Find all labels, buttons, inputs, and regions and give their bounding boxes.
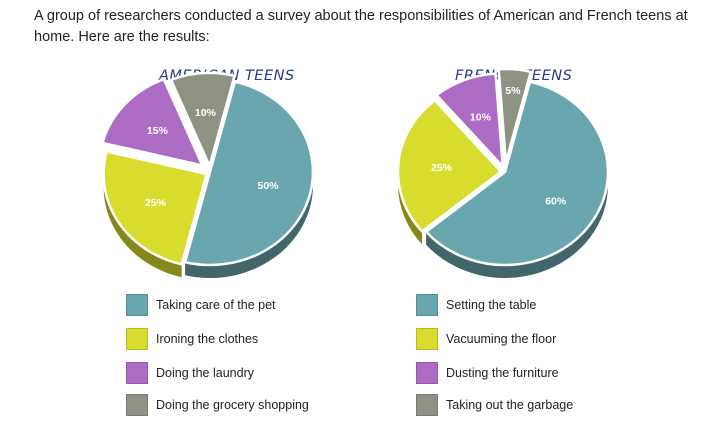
french-teens-slice — [396, 99, 503, 233]
american-teens-slice — [169, 71, 236, 168]
french-teens-value-label: 5% — [505, 85, 521, 97]
legend-label: Doing the laundry — [156, 366, 254, 380]
legend-label: Doing the grocery shopping — [156, 398, 309, 412]
legend-swatch — [416, 294, 438, 316]
legend-label: Taking care of the pet — [156, 298, 276, 312]
legend-item: Ironing the clothes — [126, 328, 258, 350]
american-teens-value-label: 25% — [145, 197, 167, 209]
american-teens-slice-side — [103, 174, 182, 278]
legend-item: Doing the grocery shopping — [126, 394, 309, 416]
legend-item: Taking out the garbage — [416, 394, 573, 416]
legend-label: Dusting the furniture — [446, 366, 559, 380]
legend-swatch — [126, 328, 148, 350]
legend-swatch — [126, 362, 148, 384]
french-teens-value-label: 25% — [431, 162, 453, 174]
legend-swatch — [416, 328, 438, 350]
legend-label: Vacuuming the floor — [446, 332, 557, 346]
american-teens-value-label: 10% — [195, 107, 217, 119]
intro-text: A group of researchers conducted a surve… — [34, 8, 688, 45]
legend-swatch — [416, 362, 438, 384]
legend-label: Setting the table — [446, 298, 537, 312]
french-teens-slice — [497, 67, 533, 164]
french-teens-pie-chart: 60% 25% 10% 5% — [396, 67, 610, 278]
american-teens-pie-chart: 50% 25% 15% 10% — [101, 71, 315, 278]
american-teens-slice — [183, 80, 315, 267]
american-teens-value-label: 15% — [147, 125, 169, 137]
french-teens-slice — [424, 80, 610, 267]
legend-swatch — [126, 394, 148, 416]
legend-item: Taking care of the pet — [126, 294, 276, 316]
legend-label: Ironing the clothes — [156, 332, 259, 346]
legend-label: Taking out the garbage — [446, 398, 574, 412]
american-teens-value-label: 50% — [257, 180, 279, 192]
legend-swatch — [126, 294, 148, 316]
french-teens-slice-side — [426, 172, 608, 278]
legend-item: Doing the laundry — [126, 362, 254, 384]
legend-item: Vacuuming the floor — [416, 328, 556, 350]
french-teens-slice — [435, 72, 505, 168]
french-teens-value-label: 10% — [470, 111, 492, 123]
legend-item: Setting the table — [416, 294, 536, 316]
american-teens-slice — [101, 77, 204, 167]
american-teens-slice — [102, 150, 208, 266]
legend-item: Dusting the furniture — [416, 362, 559, 384]
legend-swatch — [416, 394, 438, 416]
american-teens-slice-side — [185, 172, 313, 278]
french-teens-value-label: 60% — [545, 196, 567, 208]
